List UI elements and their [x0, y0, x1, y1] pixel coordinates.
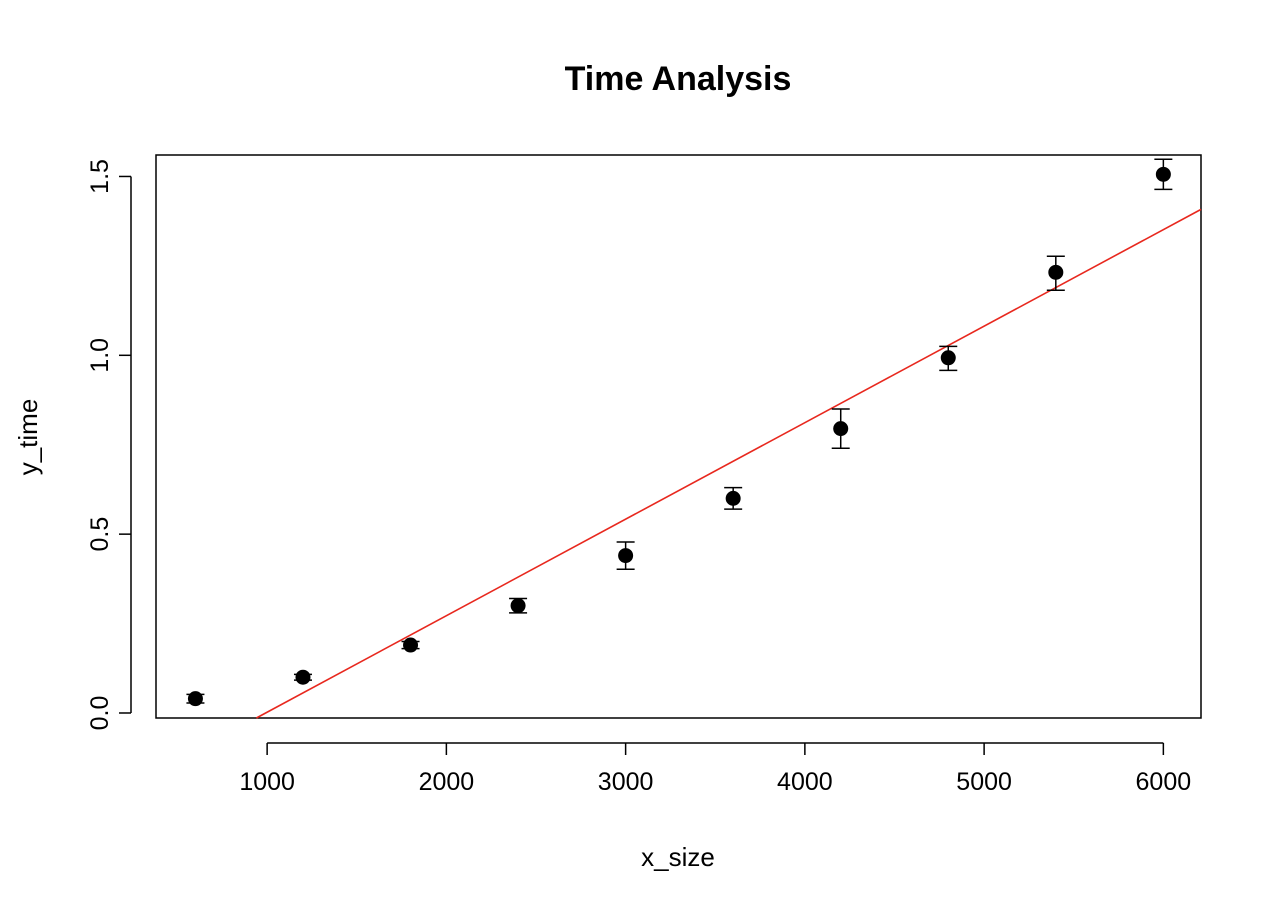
data-point-group — [186, 691, 205, 707]
y-tick-label: 1.5 — [86, 159, 114, 194]
y-axis-label: y_time — [13, 399, 43, 476]
data-point — [187, 691, 203, 707]
data-point-group — [1154, 158, 1173, 191]
data-point — [618, 548, 634, 564]
y-tick-label: 0.5 — [86, 517, 114, 552]
x-tick-label: 6000 — [1136, 768, 1192, 796]
data-point — [403, 637, 419, 653]
fit-line — [255, 208, 1202, 719]
data-point — [510, 598, 526, 614]
data-point-group — [509, 597, 528, 614]
data-point-group — [1046, 255, 1065, 291]
plot-frame — [155, 154, 1202, 719]
y-axis: 0.0 0.5 1.0 1.5 — [86, 159, 132, 731]
y-tick-label: 1.0 — [86, 338, 114, 373]
data-point-group — [831, 408, 850, 450]
x-tick-label: 2000 — [419, 768, 475, 796]
data-point — [1155, 166, 1171, 182]
data-point — [725, 490, 741, 506]
x-tick-label: 3000 — [598, 768, 654, 796]
data-point — [295, 669, 311, 685]
data-point — [1048, 264, 1064, 280]
x-axis: 1000 2000 3000 4000 5000 6000 — [239, 742, 1192, 796]
data-points-layer — [186, 158, 1173, 707]
x-axis-label: x_size — [641, 842, 715, 872]
x-tick-label: 5000 — [956, 768, 1012, 796]
data-point-group — [616, 541, 635, 570]
data-point-group — [293, 669, 312, 685]
data-point — [940, 350, 956, 366]
data-point — [833, 421, 849, 437]
data-point-group — [724, 486, 743, 510]
fit-line-layer — [255, 208, 1202, 719]
x-tick-label: 1000 — [239, 768, 295, 796]
data-point-group — [939, 345, 958, 372]
y-tick-label: 0.0 — [86, 696, 114, 731]
data-point-group — [401, 637, 420, 653]
chart-title: Time Analysis — [565, 60, 792, 98]
x-tick-label: 4000 — [777, 768, 833, 796]
